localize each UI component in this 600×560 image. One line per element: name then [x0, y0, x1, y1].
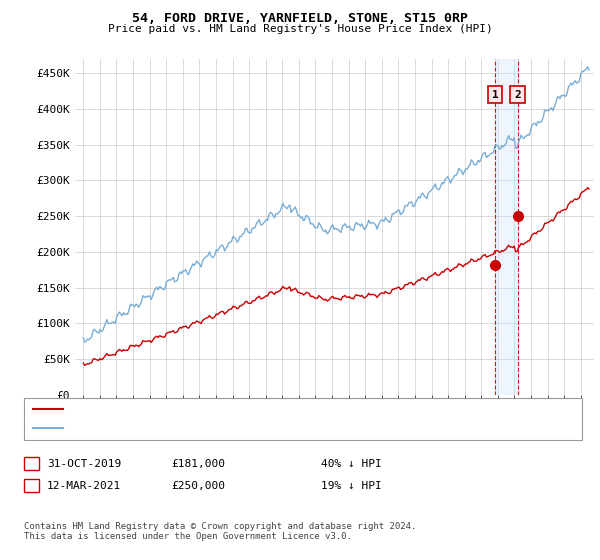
Text: 54, FORD DRIVE, YARNFIELD, STONE, ST15 0RP: 54, FORD DRIVE, YARNFIELD, STONE, ST15 0…	[132, 12, 468, 25]
Text: £181,000: £181,000	[171, 459, 225, 469]
Text: Contains HM Land Registry data © Crown copyright and database right 2024.
This d: Contains HM Land Registry data © Crown c…	[24, 522, 416, 542]
Bar	[495, 59, 518, 395]
Text: 54, FORD DRIVE, YARNFIELD, STONE, ST15 0RP (detached house): 54, FORD DRIVE, YARNFIELD, STONE, ST15 0…	[69, 404, 416, 414]
Text: 19% ↓ HPI: 19% ↓ HPI	[321, 480, 382, 491]
Text: £250,000: £250,000	[171, 480, 225, 491]
Text: 2: 2	[514, 90, 521, 100]
Text: 31-OCT-2019: 31-OCT-2019	[47, 459, 121, 469]
Text: 1: 1	[491, 90, 499, 100]
Text: 2: 2	[28, 480, 35, 491]
Text: 12-MAR-2021: 12-MAR-2021	[47, 480, 121, 491]
Text: 40% ↓ HPI: 40% ↓ HPI	[321, 459, 382, 469]
Text: HPI: Average price, detached house, Stafford: HPI: Average price, detached house, Staf…	[69, 423, 328, 433]
Text: 1: 1	[28, 459, 35, 469]
Text: Price paid vs. HM Land Registry's House Price Index (HPI): Price paid vs. HM Land Registry's House …	[107, 24, 493, 34]
